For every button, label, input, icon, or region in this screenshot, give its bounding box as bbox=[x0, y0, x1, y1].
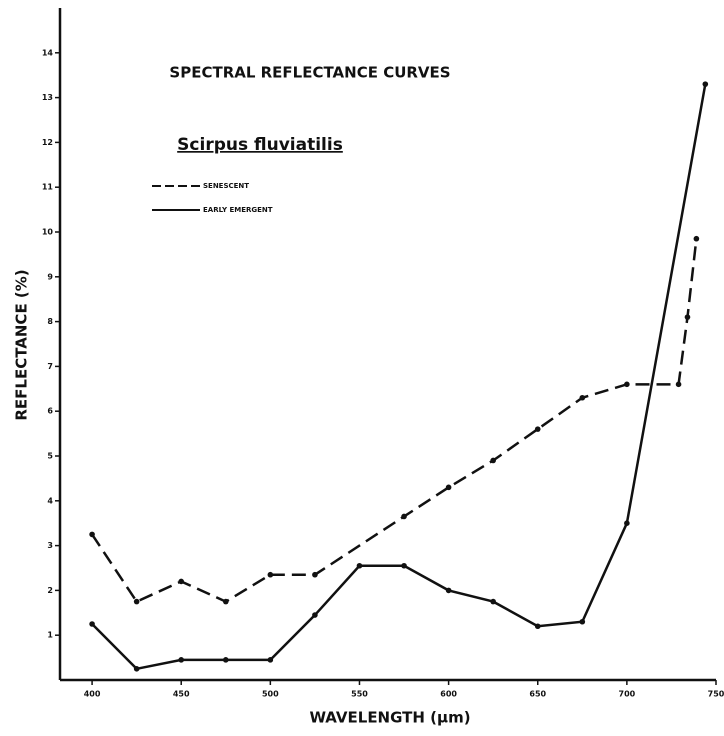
data-point bbox=[579, 618, 586, 625]
y-tick-label: 2 bbox=[47, 586, 53, 595]
y-tick-label: 10 bbox=[42, 228, 54, 237]
x-tick-label: 400 bbox=[84, 690, 101, 699]
y-axis-label: REFLECTANCE (%) bbox=[13, 269, 31, 420]
data-point bbox=[702, 81, 709, 87]
data-point bbox=[534, 623, 541, 630]
x-axis-label: WAVELENGTH (µm) bbox=[309, 709, 470, 727]
y-tick-label: 1 bbox=[47, 631, 53, 640]
data-point bbox=[490, 598, 496, 605]
data-point bbox=[222, 657, 229, 663]
data-point bbox=[222, 598, 229, 605]
y-tick-label: 9 bbox=[47, 272, 53, 281]
legend-label: EARLY EMERGENT bbox=[203, 206, 273, 214]
data-point bbox=[445, 587, 452, 594]
y-tick-label: 5 bbox=[47, 452, 53, 461]
y-tick-label: 8 bbox=[47, 317, 53, 326]
data-point bbox=[684, 314, 691, 320]
data-point bbox=[178, 657, 185, 663]
x-tick-label: 600 bbox=[440, 690, 457, 699]
x-tick-label: 500 bbox=[262, 690, 279, 699]
x-tick-label: 650 bbox=[529, 690, 546, 699]
chart-subtitle: Scirpus fluviatilis bbox=[177, 135, 343, 155]
data-point bbox=[133, 598, 140, 605]
data-point bbox=[624, 520, 630, 526]
data-point bbox=[579, 394, 586, 401]
y-tick-label: 6 bbox=[47, 407, 53, 416]
y-tick-label: 14 bbox=[42, 48, 54, 57]
data-point bbox=[267, 571, 274, 578]
data-point bbox=[490, 457, 496, 464]
series-line bbox=[91, 83, 707, 671]
data-point bbox=[267, 657, 274, 663]
data-point bbox=[445, 484, 452, 491]
y-tick-label: 3 bbox=[47, 541, 53, 550]
data-point bbox=[312, 612, 318, 618]
y-tick-label: 4 bbox=[47, 496, 53, 505]
data-point bbox=[89, 531, 95, 538]
data-point bbox=[401, 562, 407, 569]
data-point bbox=[401, 513, 407, 520]
data-point bbox=[178, 578, 185, 585]
y-tick-label: 13 bbox=[42, 93, 53, 102]
y-tick-label: 7 bbox=[47, 362, 53, 371]
data-point bbox=[356, 562, 363, 569]
data-point bbox=[312, 571, 318, 578]
x-tick-label: 450 bbox=[173, 690, 190, 699]
data-point bbox=[89, 621, 95, 627]
x-tick-label: 750 bbox=[708, 690, 724, 699]
y-tick-label: 12 bbox=[42, 138, 53, 147]
data-point bbox=[133, 666, 140, 672]
y-tick-label: 11 bbox=[42, 183, 54, 192]
data-point bbox=[624, 381, 630, 388]
data-point bbox=[693, 235, 700, 242]
data-point bbox=[675, 381, 682, 388]
chart-title: SPECTRAL REFLECTANCE CURVES bbox=[169, 64, 450, 82]
data-point bbox=[534, 426, 541, 432]
series-line bbox=[91, 238, 698, 604]
x-tick-label: 700 bbox=[619, 690, 636, 699]
legend-label: SENESCENT bbox=[203, 182, 249, 190]
x-tick-label: 550 bbox=[351, 690, 368, 699]
